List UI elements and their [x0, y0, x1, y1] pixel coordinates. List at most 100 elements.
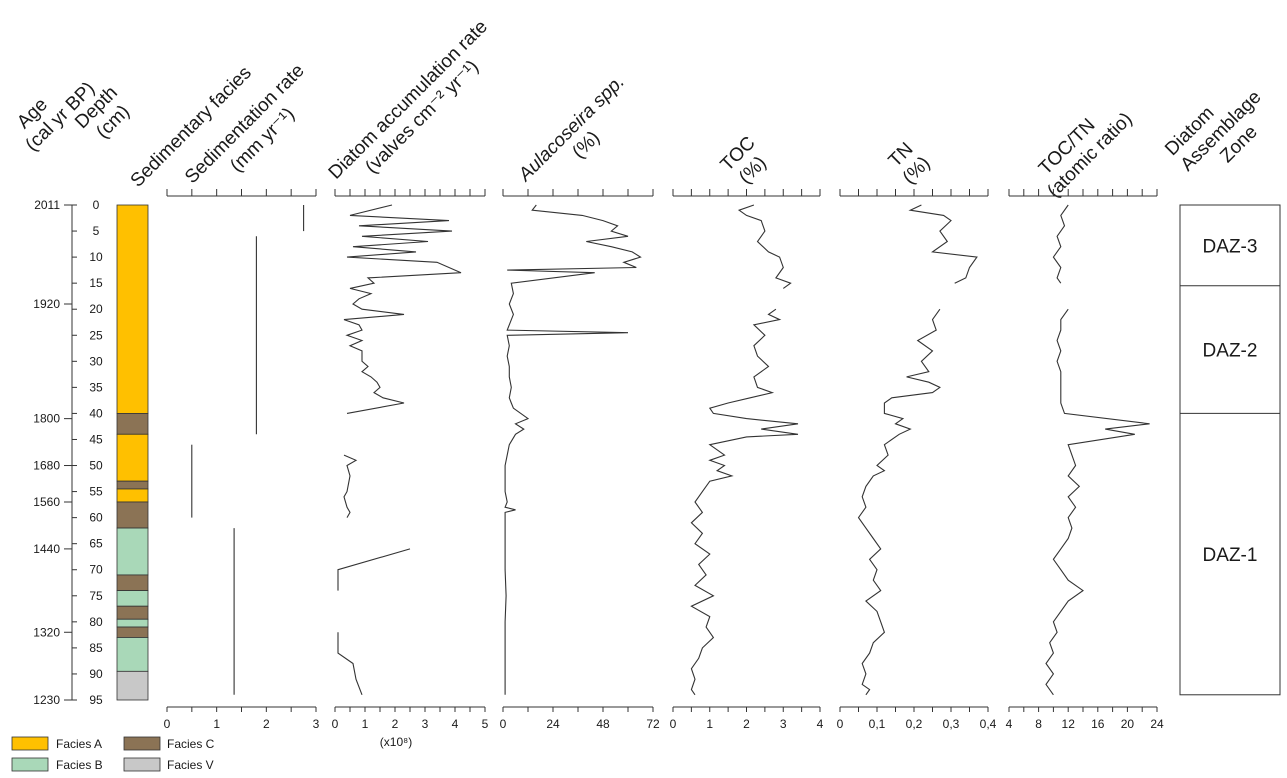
- series-line-tn: [857, 308, 941, 696]
- panel-diatom_acc: 0 1 2 3 4 5: [332, 189, 489, 731]
- depth-tick-label: 70: [89, 563, 103, 577]
- series-line-diatom_acc: [337, 548, 411, 591]
- series-line-diatom_acc: [343, 204, 462, 414]
- x-tick-label: 5: [482, 717, 489, 731]
- zone-frame: [1179, 204, 1281, 696]
- zone-label: DAZ-2: [1203, 341, 1258, 362]
- facies-layer-c: [116, 574, 149, 591]
- x-tick-label: 0: [837, 717, 844, 731]
- depth-tick-label: 95: [89, 693, 103, 707]
- x-tick-label: 3: [780, 717, 787, 731]
- x-tick-label: 0: [332, 717, 339, 731]
- age-tick-label: 1320: [33, 625, 60, 639]
- facies-layer-c: [116, 480, 149, 490]
- depth-tick-label: 10: [89, 250, 103, 264]
- x-tick-label: 0: [670, 717, 677, 731]
- x-tick-label: 2: [743, 717, 750, 731]
- x-tick-label: 0,2: [906, 717, 923, 731]
- depth-tick-label: 75: [89, 589, 103, 603]
- header-sed-rate: Sedimentation rate (mm yr⁻¹): [181, 60, 309, 188]
- series-line-diatom_acc: [337, 632, 363, 695]
- x-tick-label: 0,4: [980, 717, 997, 731]
- x-tick-label: 0: [164, 717, 171, 731]
- x-tick-label: 0,1: [869, 717, 886, 731]
- depth-tick-label: 90: [89, 667, 103, 681]
- header-aulacoseira: Aulacoseira spp. (%): [514, 71, 629, 186]
- legend-label-facies-b: Facies B: [56, 758, 103, 772]
- facies-legend: Facies A Facies C Facies B Facies V: [11, 736, 215, 772]
- header-diatom-acc: Diatom accumulation rate (valves cm⁻² yr…: [325, 16, 492, 183]
- legend-swatch-facies-b: [11, 757, 49, 772]
- legend-swatch-facies-c: [123, 736, 161, 751]
- x-tick-label: 4: [1006, 717, 1013, 731]
- x-tick-label: 2: [392, 717, 399, 731]
- depth-tick-label: 15: [89, 276, 103, 290]
- x-tick-label: 48: [596, 717, 610, 731]
- facies-layer-c: [116, 605, 149, 620]
- header-zone: Diatom Assemblage Zone: [1161, 87, 1265, 176]
- depth-tick-label: 65: [89, 537, 103, 551]
- x-tick-label: 24: [546, 717, 560, 731]
- header-diatom-acc-line1: Diatom accumulation rate: [325, 16, 492, 183]
- facies-layer-c: [116, 501, 149, 529]
- age-tick-label: 1680: [33, 459, 60, 473]
- x-tick-label: 20: [1121, 717, 1135, 731]
- x-tick-label: 2: [263, 717, 270, 731]
- facies-layer-c: [116, 626, 149, 638]
- depth-tick-label: 40: [89, 406, 103, 420]
- series-line-diatom_acc: [343, 454, 358, 518]
- x-tick-label: 3: [422, 717, 429, 731]
- series-line-toc_tn: [1052, 204, 1069, 284]
- depth-tick-label: 55: [89, 485, 103, 499]
- depth-tick-label: 0: [93, 198, 100, 212]
- depth-tick-label: 25: [89, 328, 103, 342]
- panel-tn: 0 0,1 0,2 0,3 0,4: [837, 189, 997, 731]
- age-tick-label: 1800: [33, 412, 60, 426]
- facies-layer-a: [116, 204, 149, 414]
- series-line-tn: [908, 204, 978, 284]
- x-tick-label: 4: [817, 717, 824, 731]
- facies-layer-c: [116, 413, 149, 435]
- x-tick-label: 1: [706, 717, 713, 731]
- series-line-toc_tn: [1045, 308, 1150, 696]
- depth-tick-label: 50: [89, 459, 103, 473]
- legend-swatch-facies-a: [11, 736, 49, 751]
- age-tick-label: 2011: [34, 198, 60, 212]
- x-tick-label: 3: [313, 717, 320, 731]
- series-line-toc: [737, 204, 792, 289]
- age-tick-label: 1440: [33, 542, 60, 556]
- depth-age-axis: 0 5 10 15 20 25 30 35 40 45 50 55 60 65 70 75 80 85 90 95 20…: [33, 198, 103, 707]
- zone-label: DAZ-1: [1203, 545, 1258, 566]
- depth-tick-label: 85: [89, 641, 103, 655]
- diatom-multiplier-label: (x10⁸): [380, 735, 412, 749]
- age-tick-label: 1560: [33, 495, 60, 509]
- facies-layer-v: [116, 670, 149, 701]
- depth-tick-label: 30: [89, 354, 103, 368]
- series-line-toc: [690, 308, 799, 696]
- legend-label-facies-v: Facies V: [167, 758, 214, 772]
- x-tick-label: 72: [646, 717, 660, 731]
- depth-tick-label: 35: [89, 380, 103, 394]
- series-line-aulacoseira: [504, 204, 642, 695]
- data-panels: 0 1 2 3 0 1 2 3 4 5 0 24 48 72 0 1 2 3 4 0 0,1 0,2 0,3 0,4 4 8 12 1…: [164, 189, 1164, 731]
- panel-toc_tn: 4 8 12 16 20 24: [1006, 189, 1164, 731]
- header-toc-tn: TOC/TN (atomic ratio): [1035, 109, 1137, 202]
- depth-tick-label: 45: [89, 432, 103, 446]
- facies-layer-b: [116, 527, 149, 576]
- facies-layer-b: [116, 590, 149, 607]
- depth-tick-label: 5: [93, 224, 100, 238]
- header-aulacoseira-line1: Aulacoseira spp.: [514, 71, 629, 186]
- diatom-zones: DAZ-3 DAZ-2 DAZ-1: [1179, 204, 1281, 696]
- depth-tick-label: 20: [89, 302, 103, 316]
- x-tick-label: 0: [500, 717, 507, 731]
- panel-aulacoseira: 0 24 48 72: [500, 189, 660, 731]
- age-tick-label: 1920: [33, 297, 60, 311]
- zone-label: DAZ-3: [1203, 236, 1258, 257]
- legend-label-facies-c: Facies C: [167, 737, 215, 751]
- facies-layer-b: [116, 637, 149, 672]
- x-tick-label: 12: [1062, 717, 1076, 731]
- x-tick-label: 16: [1091, 717, 1105, 731]
- facies-column: [116, 204, 149, 701]
- x-tick-label: 0,3: [943, 717, 960, 731]
